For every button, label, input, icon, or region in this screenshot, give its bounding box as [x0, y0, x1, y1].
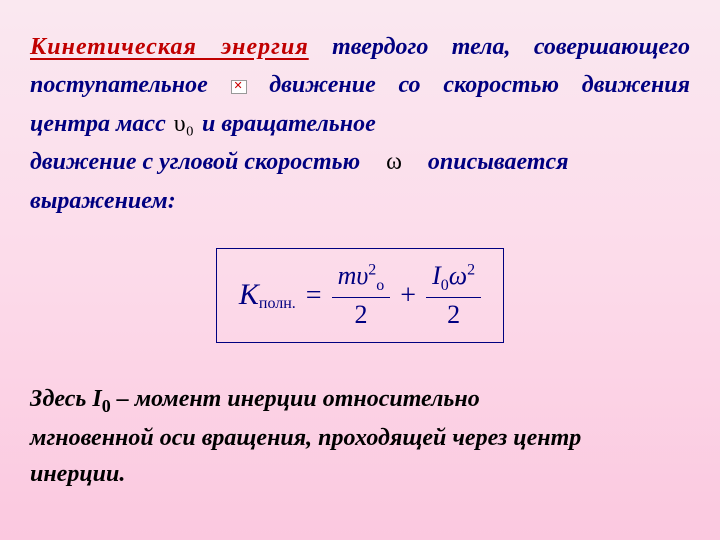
- I: I: [432, 261, 441, 290]
- equals-sign: =: [306, 280, 322, 312]
- intro-part6: выражением:: [30, 188, 176, 214]
- fraction-1: mυ2о 2: [332, 261, 391, 330]
- v0-symbol: υ₀: [172, 111, 196, 137]
- frac2-denominator: 2: [447, 298, 460, 330]
- frac2-numerator: I0ω2: [426, 261, 481, 298]
- formula-row: Kполн. = mυ2о 2 + I0ω2 2: [239, 261, 481, 330]
- v: υ: [356, 261, 368, 290]
- broken-image-icon: [231, 80, 247, 94]
- expl-t1: Здесь I: [30, 386, 102, 412]
- intro-part4: движение с угловой скоростью: [30, 149, 366, 175]
- K-letter: K: [239, 278, 259, 311]
- intro-paragraph: Кинетическая энергия твердого тела, сове…: [30, 28, 690, 220]
- ke-title: Кинетическая энергия: [30, 34, 309, 60]
- expl-sub0: 0: [102, 396, 111, 416]
- formula-box: Kполн. = mυ2о 2 + I0ω2 2: [216, 248, 504, 343]
- intro-part3: и вращательное: [196, 111, 376, 137]
- frac1-numerator: mυ2о: [332, 261, 391, 298]
- expl-t2: – момент инерции относительно мгновенной…: [30, 386, 581, 487]
- formula-K: Kполн.: [239, 278, 296, 313]
- sub-o: о: [376, 277, 384, 294]
- I-sub0: 0: [441, 277, 449, 294]
- omega-sup2: 2: [467, 261, 475, 278]
- formula-container: Kполн. = mυ2о 2 + I0ω2 2: [30, 220, 690, 371]
- intro-part5: описывается: [422, 149, 569, 175]
- m: m: [338, 261, 357, 290]
- explanation-text: Здесь I0 – момент инерции относительно м…: [30, 381, 590, 492]
- plus-sign: +: [400, 280, 416, 312]
- sup2: 2: [368, 261, 376, 278]
- frac1-denominator: 2: [354, 298, 367, 330]
- fraction-2: I0ω2 2: [426, 261, 481, 330]
- omega-symbol: ω: [384, 149, 404, 175]
- omega: ω: [449, 261, 467, 290]
- K-subscript: полн.: [259, 295, 296, 312]
